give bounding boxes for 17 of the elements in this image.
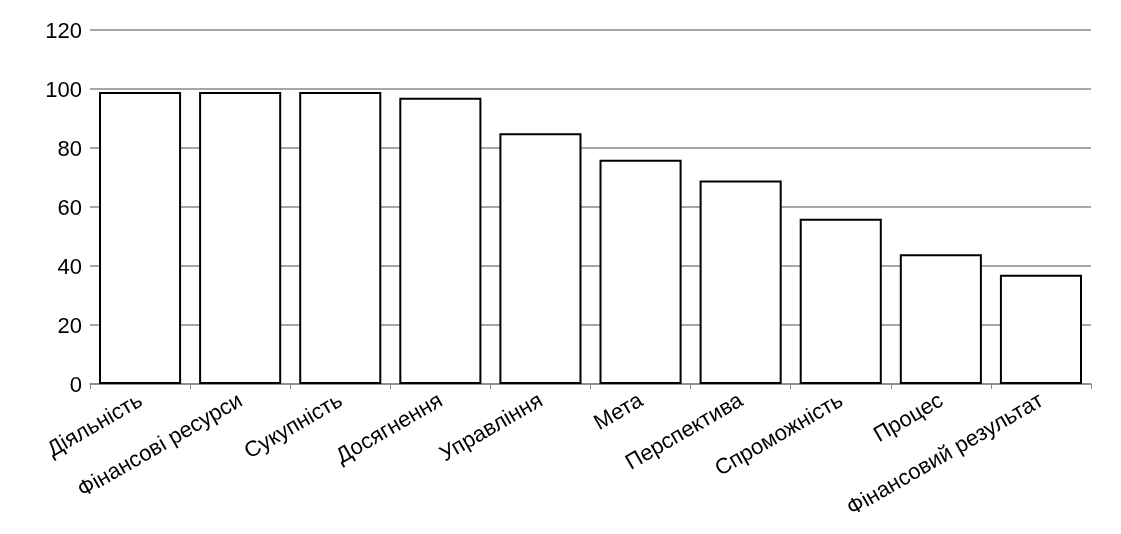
- bar: [999, 274, 1082, 384]
- bar: [699, 180, 782, 384]
- y-tick-label: 100: [45, 76, 82, 102]
- y-tick-label: 80: [57, 135, 82, 161]
- y-tick-label: 20: [57, 312, 82, 338]
- bar: [199, 91, 282, 384]
- y-tick-label: 120: [45, 17, 82, 43]
- bar: [399, 97, 482, 384]
- y-tick-label: 0: [69, 371, 82, 397]
- bar: [299, 91, 382, 384]
- y-tick-label: 60: [57, 194, 82, 220]
- bar: [799, 218, 882, 384]
- bar: [499, 133, 582, 384]
- y-tick-label: 40: [57, 253, 82, 279]
- bar: [899, 254, 982, 384]
- bar: [599, 159, 682, 384]
- bar: [99, 91, 182, 384]
